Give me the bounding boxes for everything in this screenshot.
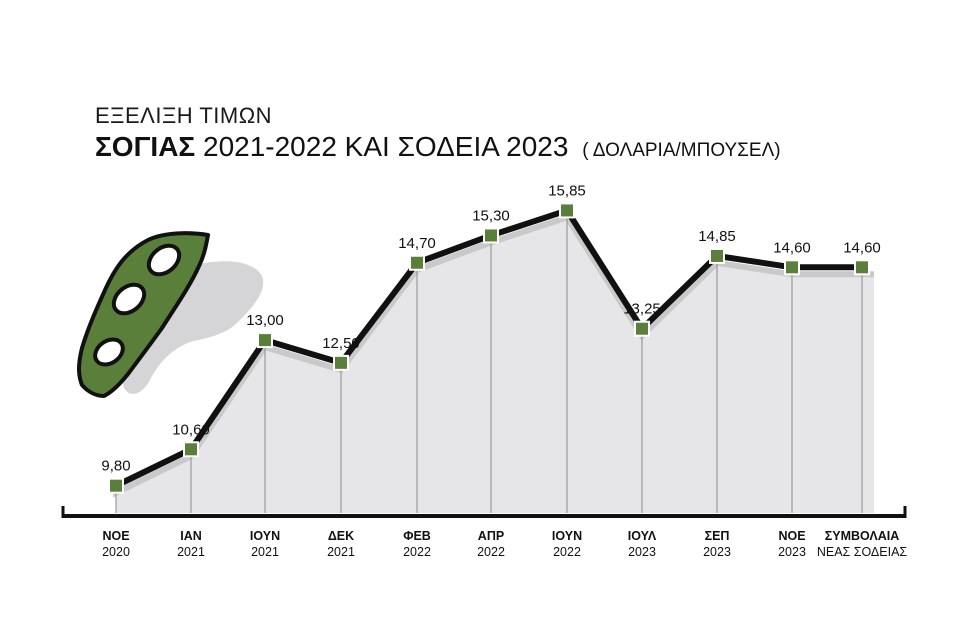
data-label: 14,70 [398,235,436,252]
data-point [185,443,197,456]
x-tick-label-bottom: 2021 [327,545,355,559]
data-label: 14,60 [843,239,881,256]
area-fill-group [113,213,874,514]
tick-labels-group: ΝΟΕ 2020 ΙΑΝ 2021 ΙΟΥΝ 2021 ΔΕΚ 2021 ΦΕΒ 2022 ΑΠΡ 2… [102,529,907,559]
x-tick-label-bottom: 2023 [703,545,731,559]
data-label: 14,60 [773,239,811,256]
x-tick-label-top: ΝΟΕ [102,529,129,543]
x-tick-label-top: ΙΟΥΝ [250,529,280,543]
data-point [411,256,423,269]
soybean-pod-shadow [122,261,264,394]
soybean-seed-hole-3 [93,337,125,367]
soybean-seed-hole-2 [111,282,147,316]
data-label: 10,60 [172,421,210,438]
data-label: 12,50 [322,335,360,352]
chart-title-bold: ΣΟΓΙΑΣ [95,131,196,162]
value-labels-group: 9,80 10,60 13,00 12,50 14,70 15,30 15,85 13,25 1… [101,182,880,474]
chart-subtitle: ΕΞΕΛΙΞΗ ΤΙΜΩΝ [95,103,273,128]
x-tick-label-bottom: 2022 [553,545,581,559]
x-tick-label-top: ΣΥΜΒΟΛΑΙΑ [825,529,900,543]
chart-title: ΣΟΓΙΑΣ 2021-2022 ΚΑΙ ΣΟΔΕΙΑ 2023 ( ΔΟΛΑΡ… [95,131,781,167]
chart-unit-label: ( ΔΟΛΑΡΙΑ/ΜΠΟΥΣΕΛ) [582,140,781,161]
data-label: 13,25 [623,301,661,318]
data-point [786,261,798,274]
data-point [636,322,648,335]
data-point [711,249,723,262]
data-point [259,334,271,347]
data-point [856,261,868,274]
drop-lines-group [115,210,863,513]
data-point [561,204,573,217]
x-tick-label-bottom: 2022 [403,545,431,559]
data-point [110,479,122,492]
data-label: 13,00 [246,312,284,329]
data-label: 15,30 [472,207,510,224]
x-tick-label-bottom: 2022 [477,545,505,559]
x-tick-label-bottom: ΝΕΑΣ ΣΟΔΕΙΑΣ [817,545,908,559]
x-tick-label-bottom: 2021 [251,545,279,559]
x-tick-label-top: ΔΕΚ [328,529,354,543]
soybean-seed-hole-1 [146,243,182,277]
data-point [335,356,347,369]
chart-title-rest: 2021-2022 ΚΑΙ ΣΟΔΕΙΑ 2023 [203,131,569,162]
data-point [485,229,497,242]
chart-header: ΕΞΕΛΙΞΗ ΤΙΜΩΝ ΣΟΓΙΑΣ 2021-2022 ΚΑΙ ΣΟΔΕΙ… [95,103,781,167]
data-label: 15,85 [548,182,586,199]
markers-group [108,202,870,494]
x-tick-label-top: ΑΠΡ [478,529,504,543]
x-tick-label-bottom: 2020 [102,545,130,559]
data-label: 14,85 [698,228,736,245]
x-tick-label-top: ΙΟΥΛ [628,529,657,543]
data-label: 9,80 [101,458,130,475]
x-tick-label-bottom: 2023 [778,545,806,559]
x-tick-label-top: ΝΟΕ [778,529,805,543]
x-tick-label-bottom: 2023 [628,545,656,559]
soybean-pod-icon [77,231,264,398]
x-tick-label-top: ΙΑΝ [180,529,202,543]
x-tick-label-bottom: 2021 [177,545,205,559]
area-fill [116,214,874,514]
x-tick-label-top: ΣΕΠ [705,529,730,543]
x-tick-label-top: ΙΟΥΝ [552,529,582,543]
x-tick-label-top: ΦΕΒ [403,529,431,543]
x-axis-group [61,506,907,518]
